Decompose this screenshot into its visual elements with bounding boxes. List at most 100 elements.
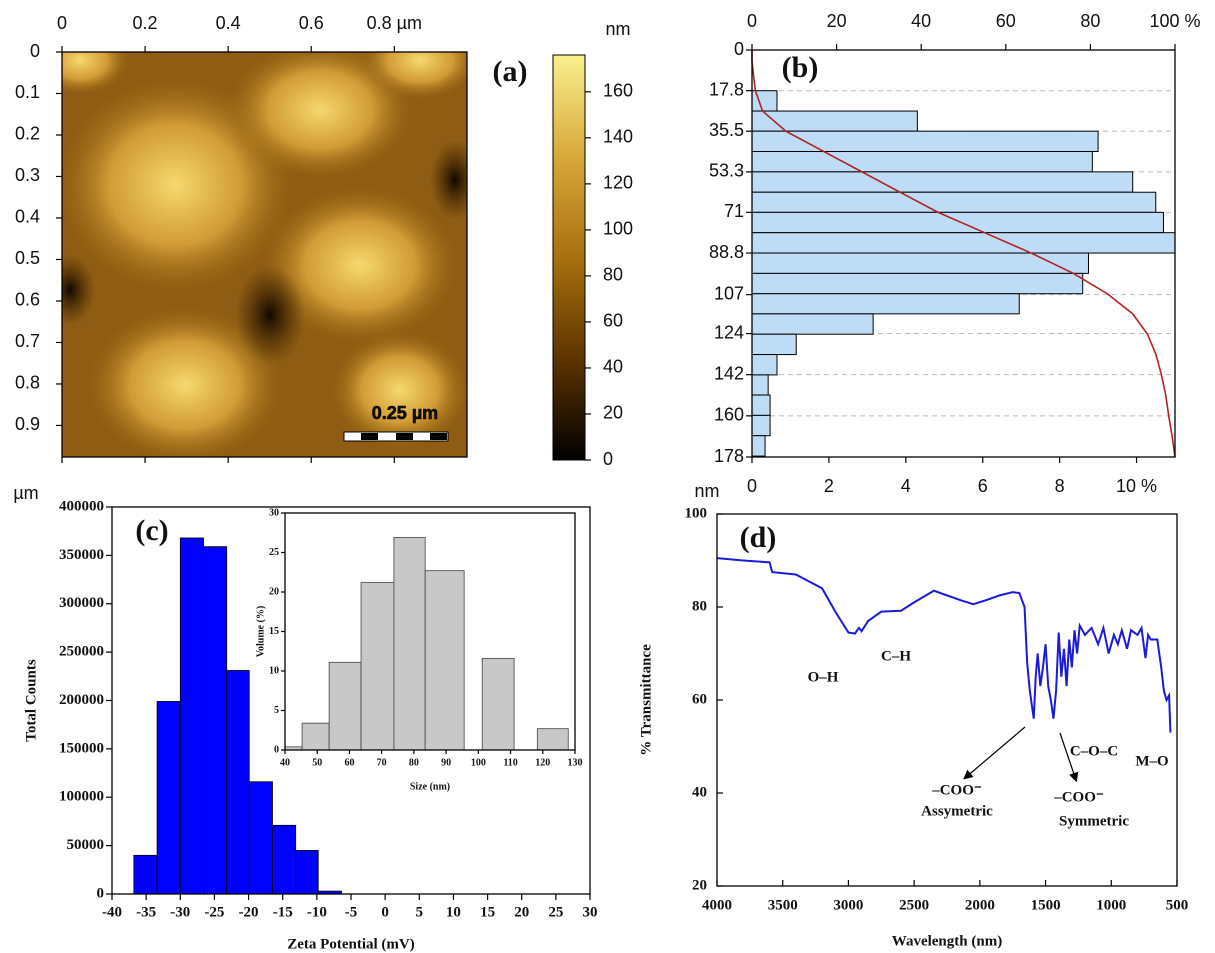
y-tick-label: 20 bbox=[692, 877, 707, 893]
y-tick-label: 0 bbox=[603, 449, 613, 469]
y-tick-label: 107 bbox=[714, 283, 744, 303]
y-tick-label: 0.2 bbox=[15, 124, 40, 144]
y-axis-title: % Transmittance bbox=[638, 644, 654, 756]
x-axis-title: Zeta Potential (mV) bbox=[287, 936, 414, 952]
x-tick-label: 20 bbox=[514, 904, 529, 920]
x2-tick-label: 0.8 µm bbox=[367, 13, 422, 33]
plot-frame bbox=[284, 512, 576, 751]
annotation: C–H bbox=[881, 648, 911, 664]
y-tick-label: 60 bbox=[692, 691, 707, 707]
bar bbox=[295, 850, 319, 895]
bar bbox=[751, 333, 797, 356]
bar bbox=[751, 211, 1164, 234]
x-tick-label: 6 bbox=[978, 476, 988, 496]
y-tick-label: 50000 bbox=[67, 837, 105, 853]
y-tick-label: 178 bbox=[714, 446, 744, 466]
x2-tick-label: 20 bbox=[827, 11, 847, 31]
annotation: C–O–C bbox=[1070, 743, 1118, 759]
bar bbox=[536, 728, 569, 751]
bar bbox=[751, 232, 1176, 254]
x-tick-label: 90 bbox=[441, 757, 451, 768]
bar bbox=[751, 110, 918, 132]
x2-tick-label: 0 bbox=[747, 11, 757, 31]
bar bbox=[751, 191, 1157, 213]
y-tick-label: 80 bbox=[692, 598, 707, 614]
annotation: Assymetric bbox=[921, 803, 993, 819]
x-tick-label: 4 bbox=[901, 476, 911, 496]
y-tick-label: 150000 bbox=[59, 740, 104, 756]
x-tick-label: 4000 bbox=[702, 897, 732, 913]
y-tick-label: 35.5 bbox=[709, 120, 744, 140]
y-tick-label: 5 bbox=[274, 705, 279, 716]
scale-bar-segment bbox=[361, 433, 378, 440]
afm-pit bbox=[62, 255, 95, 325]
annotation: –COO⁻ bbox=[1053, 789, 1104, 805]
annotation: M–O bbox=[1135, 753, 1168, 769]
plot-frame bbox=[61, 51, 468, 458]
x-tick-label: 40 bbox=[280, 757, 290, 768]
y-tick-label: 80 bbox=[603, 265, 623, 285]
x-tick-label: 30 bbox=[583, 904, 598, 920]
bar bbox=[751, 414, 771, 437]
bar bbox=[393, 537, 426, 751]
y-tick-label: 0.5 bbox=[15, 248, 40, 268]
bar bbox=[751, 151, 1093, 173]
annotation: –COO⁻ bbox=[931, 782, 982, 798]
x-tick-label: 0 bbox=[747, 476, 757, 496]
y-tick-label: 250000 bbox=[59, 644, 104, 660]
x-tick-label: 2 bbox=[824, 476, 834, 496]
scale-bar-segment bbox=[430, 433, 447, 440]
x-tick-label: -10 bbox=[307, 904, 327, 920]
x-tick-label: 1500 bbox=[1031, 897, 1061, 913]
panel-label: (b) bbox=[782, 51, 819, 84]
panel-label: (a) bbox=[493, 55, 528, 88]
afm-image bbox=[62, 52, 467, 457]
afm-pit bbox=[235, 265, 305, 365]
x2-tick-label: 0.4 bbox=[216, 13, 241, 33]
bar bbox=[248, 781, 273, 895]
y-tick-label: 160 bbox=[603, 81, 633, 101]
colorbar bbox=[552, 54, 586, 461]
y-tick-label: 120 bbox=[603, 173, 633, 193]
x2-tick-label: 0 bbox=[57, 13, 67, 33]
y-tick-label: 160 bbox=[714, 405, 744, 425]
y-tick-label: 0 bbox=[30, 41, 40, 61]
x-tick-label: -40 bbox=[102, 904, 122, 920]
x-tick-label: 70 bbox=[377, 757, 387, 768]
y-tick-label: 20 bbox=[269, 586, 279, 597]
x2-tick-label: 80 bbox=[1080, 11, 1100, 31]
colorbar-label: nm bbox=[605, 19, 630, 39]
x2-tick-label: 0.2 bbox=[133, 13, 158, 33]
bar bbox=[481, 657, 515, 751]
y-axis-unit: µm bbox=[13, 483, 38, 503]
spectrum-line bbox=[716, 557, 1172, 733]
annotation-arrow bbox=[963, 726, 1026, 780]
bar bbox=[751, 354, 778, 376]
afm-grain bbox=[330, 330, 467, 450]
bar bbox=[133, 854, 158, 895]
y-tick-label: 88.8 bbox=[709, 242, 744, 262]
x-tick-label: 500 bbox=[1166, 897, 1189, 913]
bar bbox=[226, 670, 250, 895]
scale-bar-label: 0.25 µm bbox=[372, 403, 438, 423]
afm-grain bbox=[360, 52, 467, 100]
bar bbox=[751, 374, 769, 396]
y-tick-label: 0.1 bbox=[15, 82, 40, 102]
x-tick-label: -20 bbox=[239, 904, 259, 920]
y-tick-label: 100 bbox=[603, 219, 633, 239]
bar bbox=[328, 661, 362, 751]
x-tick-label: 80 bbox=[409, 757, 419, 768]
cumulative-line bbox=[751, 50, 1176, 458]
bar bbox=[272, 824, 297, 895]
y-tick-label: 124 bbox=[714, 322, 744, 342]
y-tick-label: 30 bbox=[269, 507, 279, 518]
x-tick-label: 10 bbox=[446, 904, 461, 920]
annotation-arrow bbox=[1059, 732, 1079, 783]
y-tick-label: 0.6 bbox=[15, 290, 40, 310]
y-tick-label: 40 bbox=[692, 784, 707, 800]
x-tick-label: 1000 bbox=[1096, 897, 1126, 913]
afm-pit bbox=[430, 140, 467, 220]
y-tick-label: 0.3 bbox=[15, 165, 40, 185]
y-tick-label: 100 bbox=[685, 505, 708, 521]
